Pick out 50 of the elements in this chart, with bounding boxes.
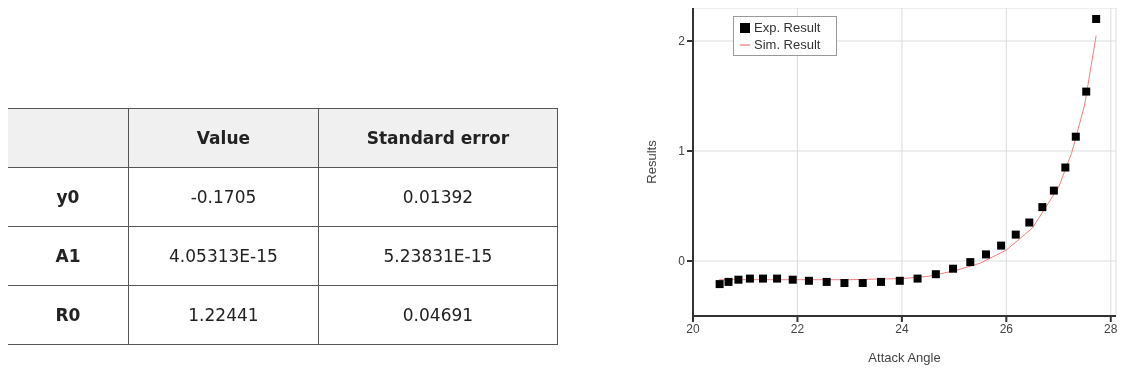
x-tick-label: 28 xyxy=(1104,321,1118,336)
point xyxy=(949,264,958,273)
category-label: A1 xyxy=(55,246,81,266)
text: 4.05313E-15 xyxy=(169,246,278,266)
x-tick-label: 22 xyxy=(790,321,805,336)
point xyxy=(804,276,813,285)
point xyxy=(981,250,990,259)
point xyxy=(1049,186,1058,195)
text: 5.23831E-15 xyxy=(383,246,493,266)
legend-label: Exp. Result xyxy=(754,20,821,35)
point xyxy=(822,277,831,286)
category-label: y0 xyxy=(56,187,80,207)
point xyxy=(734,275,743,284)
text: -0.1705 xyxy=(190,187,257,207)
y-tick-label: 2 xyxy=(678,34,686,49)
text: 0.04691 xyxy=(402,305,474,325)
y-tick-label: 0 xyxy=(678,254,686,269)
point xyxy=(997,241,1006,250)
x-tick-label: 26 xyxy=(999,321,1014,336)
x-tick-label: 24 xyxy=(895,321,909,336)
point xyxy=(788,275,797,284)
point xyxy=(966,258,975,267)
category-label: Value xyxy=(128,108,319,168)
point xyxy=(758,274,767,283)
text: 0.01392 xyxy=(402,187,474,207)
point xyxy=(840,279,849,287)
point xyxy=(1071,132,1080,141)
point xyxy=(931,270,940,279)
point xyxy=(724,277,733,286)
point xyxy=(1011,230,1020,239)
x-axis-title: Attack Angle xyxy=(868,350,941,365)
point xyxy=(858,279,867,287)
point xyxy=(1061,163,1070,172)
x-tick-label: 20 xyxy=(686,321,700,336)
category-label: R0 xyxy=(55,305,81,325)
point xyxy=(895,276,904,285)
point xyxy=(913,274,922,283)
legend-label: Sim. Result xyxy=(754,37,821,52)
point xyxy=(773,274,782,283)
point xyxy=(745,274,754,283)
y-tick-label: 1 xyxy=(678,144,686,159)
point xyxy=(715,280,724,289)
y-axis-title: Results xyxy=(643,139,659,184)
point xyxy=(877,277,885,286)
point xyxy=(1082,87,1091,96)
point xyxy=(1092,15,1101,23)
category-label: Standard error xyxy=(318,108,558,168)
text: 1.22441 xyxy=(188,305,259,325)
point xyxy=(1025,218,1034,227)
point xyxy=(1038,203,1047,212)
